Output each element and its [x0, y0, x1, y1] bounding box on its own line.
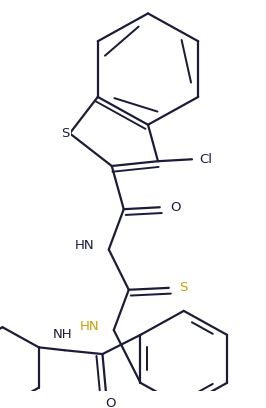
Text: HN: HN [75, 239, 95, 252]
Text: S: S [62, 127, 70, 140]
Text: Cl: Cl [200, 153, 213, 166]
Text: O: O [171, 201, 181, 214]
Text: HN: HN [80, 320, 100, 333]
Text: O: O [105, 397, 116, 408]
Text: NH: NH [53, 328, 72, 341]
Text: S: S [180, 282, 188, 294]
